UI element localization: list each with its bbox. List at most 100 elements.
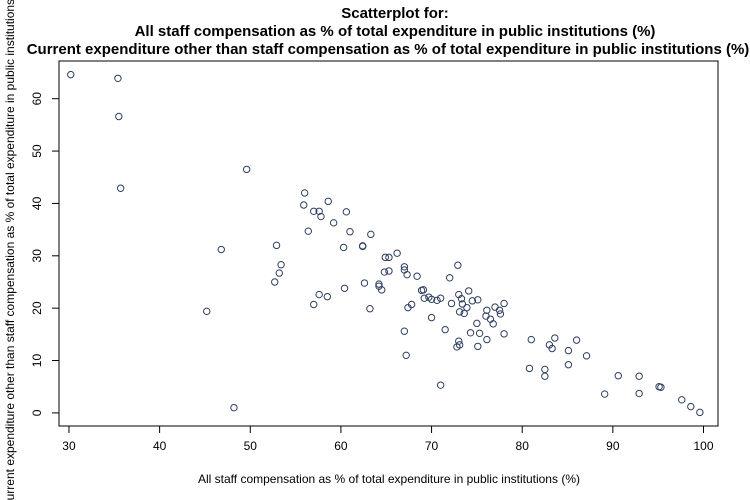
data-point [271, 278, 279, 286]
data-point [635, 372, 643, 380]
data-point [385, 267, 393, 275]
data-point [203, 307, 211, 316]
data-point [407, 300, 416, 309]
data-point [491, 303, 499, 311]
data-point [458, 300, 467, 308]
data-point [242, 165, 251, 174]
data-point [427, 295, 436, 303]
data-point [474, 296, 482, 304]
data-point [315, 290, 323, 299]
data-point [310, 207, 318, 215]
data-point [678, 396, 686, 404]
data-point [367, 230, 375, 239]
data-point [217, 245, 225, 254]
data-point [360, 279, 369, 287]
y-tick-label: 40 [30, 196, 44, 210]
data-point [116, 184, 125, 192]
data-point [358, 242, 367, 251]
data-point [317, 212, 325, 221]
data-point [340, 284, 349, 292]
x-tick-label: 30 [62, 439, 76, 453]
data-point [466, 329, 475, 337]
data-point [564, 346, 573, 355]
data-point [445, 274, 454, 282]
data-point [375, 280, 383, 288]
data-point [67, 70, 75, 79]
data-point [614, 372, 622, 380]
data-point [468, 297, 477, 305]
data-point [393, 249, 401, 257]
x-axis-label: All staff compensation as % of total exp… [198, 472, 580, 486]
data-point [114, 74, 122, 82]
data-point [436, 294, 445, 302]
data-point [339, 243, 348, 252]
data-point [420, 294, 429, 302]
data-point [441, 325, 449, 334]
x-tick-label: 70 [425, 439, 439, 453]
data-point [460, 309, 468, 318]
x-axis: 30 40 50 60 70 80 90 100 [62, 425, 714, 453]
x-tick-label: 50 [244, 439, 258, 453]
data-point [433, 296, 441, 305]
data-point [455, 341, 464, 349]
data-point [474, 342, 482, 351]
y-tick-label: 60 [30, 92, 44, 106]
y-tick-label: 0 [30, 409, 44, 416]
data-point [300, 201, 308, 209]
data-point [600, 390, 609, 398]
data-point [272, 241, 281, 250]
data-point [465, 287, 473, 295]
chart-title-line-2: All staff compensation as % of total exp… [135, 23, 656, 40]
data-point [413, 272, 421, 280]
data-point [551, 334, 559, 342]
data-point [323, 292, 332, 301]
data-point [495, 306, 504, 314]
y-axis-label: Current expenditure other than staff com… [3, 0, 17, 500]
data-point [419, 286, 428, 294]
data-point [541, 372, 549, 380]
data-point [548, 344, 556, 353]
data-point [275, 269, 283, 277]
chart-title-line-3: Current expenditure other than staff com… [27, 41, 750, 58]
data-point [657, 383, 665, 391]
data-point [342, 208, 351, 216]
data-point [115, 112, 123, 121]
data-point [304, 227, 312, 235]
data-point [329, 219, 338, 227]
data-point [310, 300, 318, 309]
data-points [67, 70, 704, 417]
y-axis: 0 10 20 30 40 50 60 [30, 92, 60, 416]
data-point [436, 381, 445, 389]
data-point [564, 361, 573, 369]
data-point [380, 268, 389, 276]
data-point [635, 389, 643, 398]
x-tick-label: 90 [606, 439, 620, 453]
data-point [447, 299, 456, 308]
y-tick-label: 10 [30, 354, 44, 368]
data-point [385, 253, 393, 262]
chart-title-line-1: Scatterplot for: [341, 5, 449, 22]
data-point [463, 303, 471, 312]
data-point [687, 402, 695, 411]
data-point [572, 336, 581, 344]
data-point [496, 310, 505, 318]
plot-area [58, 60, 719, 427]
data-point [455, 308, 464, 316]
data-point [473, 319, 481, 328]
data-point [541, 365, 549, 374]
x-tick-label: 100 [693, 439, 713, 453]
data-point [427, 313, 436, 322]
data-point [489, 320, 497, 328]
data-point [483, 306, 491, 314]
data-point [230, 403, 238, 412]
data-point [475, 329, 484, 338]
data-point [455, 337, 463, 345]
data-point [277, 261, 285, 269]
data-point [500, 299, 508, 308]
data-point [381, 253, 390, 262]
data-point [582, 352, 591, 360]
data-point [525, 364, 534, 373]
x-tick-label: 40 [153, 439, 167, 453]
data-point [454, 261, 462, 269]
